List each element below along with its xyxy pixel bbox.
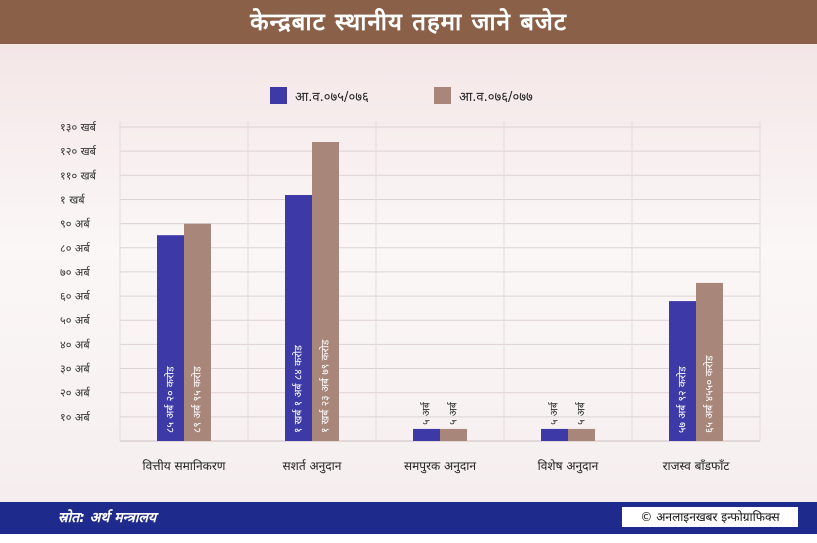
category-label: समपुरक अनुदान: [404, 459, 476, 474]
footer-strip: [0, 534, 817, 543]
bar: [440, 428, 467, 441]
bars: [157, 141, 723, 441]
y-axis: १० अर्ब २० अर्ब ३० अर्ब ४० अर्ब ५० अर्ब ६० अर…: [60, 121, 97, 424]
header-banner: केन्द्रबाट स्थानीय तहमा जाने बजेट: [0, 0, 817, 44]
footer: स्रोत: अर्थ मन्त्रालय © अनलाइनखबर इन्फोग…: [0, 502, 817, 543]
legend-swatch: [270, 87, 287, 104]
bar-value-label: १ खर्ब २३ अर्ब ७९ करोड: [319, 339, 332, 433]
bar-value-label: ५ अर्ब: [447, 401, 460, 425]
bar: [157, 235, 184, 441]
page-title: केन्द्रबाट स्थानीय तहमा जाने बजेट: [250, 8, 567, 36]
chart-panel: १० अर्ब २० अर्ब ३० अर्ब ४० अर्ब ५० अर्ब ६० अर…: [0, 44, 817, 502]
legend-label: आ.व.०७५/०७६: [295, 90, 369, 105]
bar-chart: १० अर्ब २० अर्ब ३० अर्ब ४० अर्ब ५० अर्ब ६० अर…: [60, 87, 761, 474]
y-tick-label: १२० खर्ब: [60, 145, 97, 158]
category-label: वित्तीय समानिकरण: [143, 459, 226, 473]
category-label: विशेष अनुदान: [538, 459, 599, 474]
bar-value-label: ५७ अर्ब ९२ करोड: [676, 366, 689, 433]
bar-value-label: ६५ अर्ब ४५५० करोड: [703, 355, 716, 433]
bar-value-label: ८५ अर्ब २० करोड: [164, 366, 177, 433]
y-tick-label: १ खर्ब: [60, 193, 85, 206]
bar: [541, 428, 568, 441]
y-tick-label: २० अर्ब: [60, 387, 91, 400]
bar-value-label: ८९ अर्ब ९५ करोड: [191, 366, 204, 433]
bar-value-label: ५ अर्ब: [548, 401, 561, 425]
credit-label: © अनलाइनखबर इन्फोग्राफिक्स: [622, 507, 798, 527]
source-label: स्रोत: अर्थ मन्त्रालय: [58, 510, 157, 526]
x-axis: वित्तीय समानिकरण सशर्त अनुदान समपुरक अनुदा…: [143, 459, 731, 474]
y-tick-label: ५० अर्ब: [60, 314, 91, 327]
y-tick-label: ६० अर्ब: [60, 290, 91, 303]
category-label: राजस्व बाँडफाँट: [663, 459, 731, 473]
bar: [184, 223, 211, 441]
bar-value-label: १ खर्ब १ अर्ब ८४ करोड: [292, 345, 305, 433]
bar: [696, 282, 723, 441]
bar: [285, 195, 312, 441]
category-label: सशर्त अनुदान: [283, 459, 342, 474]
legend: आ.व.०७५/०७६ आ.व.०७६/०७७: [270, 87, 533, 105]
legend-swatch: [434, 87, 451, 104]
bar: [413, 428, 440, 441]
bar-labels: ८५ अर्ब २० करोड ८९ अर्ब ९५ करोड १ खर्ब १ अ…: [164, 339, 716, 433]
legend-label: आ.व.०७६/०७७: [459, 90, 533, 105]
y-tick-label: ४० अर्ब: [60, 338, 91, 351]
grid: [119, 121, 761, 442]
y-tick-label: ११० खर्ब: [60, 169, 97, 182]
y-tick-label: ७० अर्ब: [60, 266, 91, 279]
y-tick-label: १३० खर्ब: [60, 121, 97, 134]
y-tick-label: ८० अर्ब: [60, 242, 91, 255]
bar: [568, 428, 595, 441]
bar: [312, 141, 339, 441]
y-tick-label: ३० अर्ब: [60, 363, 91, 376]
y-tick-label: ९० अर्ब: [60, 218, 91, 231]
bar: [669, 301, 696, 441]
y-tick-label: १० अर्ब: [60, 411, 91, 424]
bar-value-label: ५ अर्ब: [420, 401, 433, 425]
bar-value-label: ५ अर्ब: [575, 401, 588, 425]
